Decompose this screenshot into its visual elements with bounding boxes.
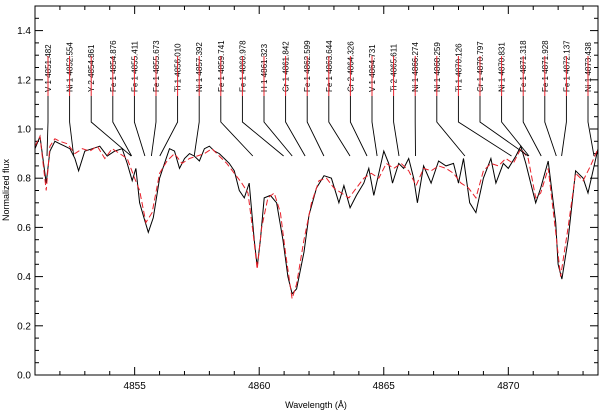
line-id-connector [159, 96, 179, 157]
line-id-connector [133, 96, 146, 157]
line-id-connector [69, 96, 75, 157]
y-tick-label: 0.8 [17, 174, 31, 185]
y-tick-label: 0.4 [17, 272, 31, 283]
line-id-connector [393, 96, 400, 157]
line-id-connector [46, 96, 49, 157]
y-tick-label: 0.2 [17, 321, 31, 332]
y-tick-label: 1.2 [17, 75, 31, 86]
line-id-connector [285, 96, 306, 157]
line-id-connector [561, 96, 567, 157]
y-axis-title: Normalized flux [1, 158, 11, 221]
line-id-connector [501, 96, 530, 157]
line-id-connector [263, 96, 293, 157]
line-id-connector [112, 96, 132, 157]
line-id-connector [544, 96, 557, 157]
line-id-connector [220, 96, 254, 157]
observed-spectrum-line [34, 134, 599, 295]
line-id-connector [436, 96, 466, 157]
line-id-connector [522, 96, 542, 157]
y-tick-label: 1.0 [17, 125, 31, 136]
line-id-connector [90, 96, 132, 157]
spectrum-series [34, 134, 599, 299]
line-id-connector [193, 96, 200, 157]
x-axis-title: Wavelength (Å) [285, 400, 347, 410]
line-id-connector [479, 96, 529, 157]
line-id-connector [306, 96, 325, 157]
y-tick-label: 0.0 [17, 371, 31, 382]
line-id-connector [241, 96, 284, 157]
synthetic-spectrum-line [34, 134, 599, 299]
plot-frame [34, 5, 599, 376]
x-tick-label: 4870 [497, 381, 520, 392]
line-identifications: V 1 4851.482Ni 1 4852.554Y 2 4854.861Fe … [44, 40, 595, 157]
y-tick-label: 0.6 [17, 223, 31, 234]
line-id-connector [371, 96, 378, 157]
y-tick-label: 1.4 [17, 26, 31, 37]
line-id-connector [587, 96, 595, 157]
line-id-connector [349, 96, 368, 157]
line-id-connector [150, 96, 157, 157]
line-id-connector [328, 96, 351, 157]
x-tick-label: 4855 [124, 381, 147, 392]
x-tick-label: 4865 [373, 381, 396, 392]
line-id-connector [457, 96, 512, 157]
x-tick-label: 4860 [248, 381, 271, 392]
axis-ticks: 4855 4860 4865 4870 0.0 0.2 0.4 0.6 0.8 1.0 1.2 1.4 [17, 6, 598, 392]
